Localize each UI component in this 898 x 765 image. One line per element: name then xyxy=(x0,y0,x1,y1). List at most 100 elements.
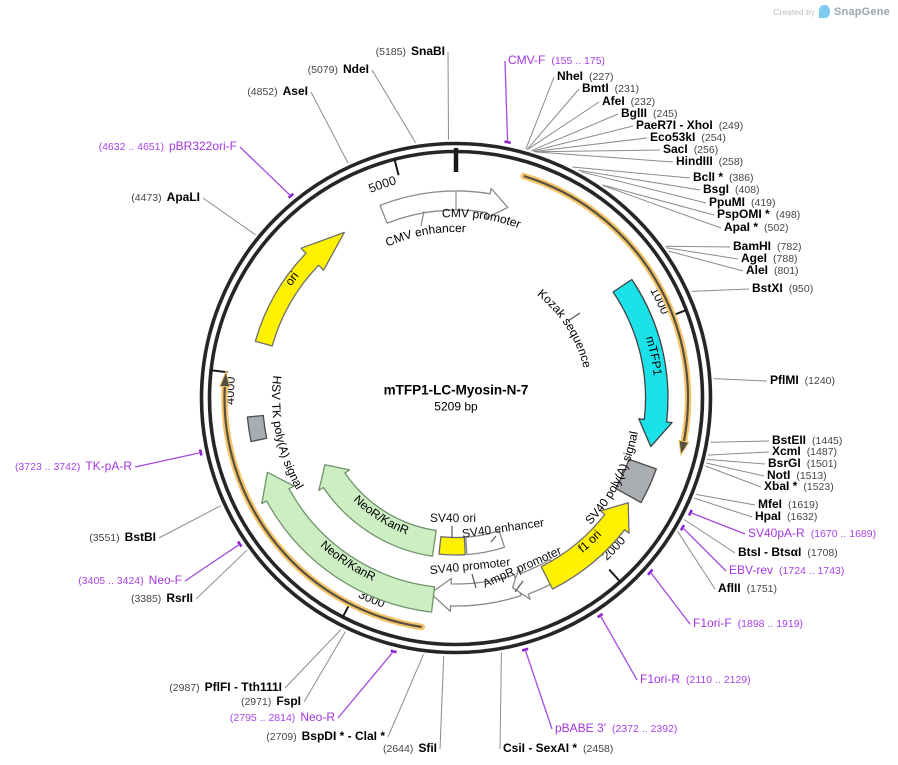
scale-tick-4000 xyxy=(210,369,228,374)
site-label-bsteii[interactable]: BstEII (1445) xyxy=(772,433,842,449)
feature-sv40-promoter[interactable] xyxy=(429,574,522,613)
site-label-cmv-f[interactable]: CMV-F (155 .. 175) xyxy=(508,53,605,69)
site-label-btsi-bts-i[interactable]: BtsI - BtsαI (1708) xyxy=(738,545,838,561)
site-label-neo-f[interactable]: (3405 .. 3424) Neo-F xyxy=(78,573,182,589)
site-position: (245) xyxy=(653,108,678,120)
leader-fspi xyxy=(303,631,346,703)
site-label-bcli[interactable]: BclI * (386) xyxy=(693,170,754,186)
site-label-sfii[interactable]: (2644) SfiI xyxy=(383,741,437,757)
site-name: BmtI xyxy=(582,81,609,95)
site-label-f1ori-f[interactable]: F1ori-F (1898 .. 1919) xyxy=(693,616,803,632)
site-label-bsgi[interactable]: BsgI (408) xyxy=(703,182,760,198)
primer-tick-f1ori-r xyxy=(596,612,604,619)
feature-cmv-enhancer-promoter[interactable] xyxy=(379,187,509,224)
site-label-pspomi[interactable]: PspOMI * (498) xyxy=(717,207,800,223)
site-label-saci[interactable]: SacI (256) xyxy=(663,142,718,158)
site-label-asei[interactable]: (4852) AseI xyxy=(247,84,308,100)
feature-sv40-polya-signal[interactable] xyxy=(615,458,657,504)
site-label-bamhi[interactable]: BamHI (782) xyxy=(733,239,802,255)
feature-neor-kanr-outer[interactable] xyxy=(261,471,436,613)
feature-mtfp1[interactable] xyxy=(612,278,673,448)
site-position: (4852) xyxy=(247,86,278,98)
site-label-alei[interactable]: AleI (801) xyxy=(746,263,799,279)
site-label-xbai[interactable]: XbaI * (1523) xyxy=(764,479,834,495)
site-label-apai[interactable]: ApaI * (502) xyxy=(724,220,789,236)
feature-label-sv40-ori[interactable]: SV40 ori xyxy=(429,511,477,525)
orf-top-line xyxy=(523,175,690,442)
site-name: HindIII xyxy=(676,154,713,168)
site-label-pbabe-3[interactable]: pBABE 3' (2372 .. 2392) xyxy=(555,721,677,737)
site-label-tk-pa-r[interactable]: (3723 .. 3742) TK-pA-R xyxy=(15,459,132,475)
pointer-line-3 xyxy=(471,573,477,589)
feature-label-cmv-enhancer-1[interactable]: CMV enhancer xyxy=(383,221,466,250)
site-name: FspI xyxy=(276,694,301,708)
site-name: Neo-F xyxy=(148,573,182,587)
site-position: (1751) xyxy=(746,583,778,595)
leader-xcmi xyxy=(708,451,770,456)
site-label-xcmi[interactable]: XcmI (1487) xyxy=(772,444,837,460)
site-position: (2709) xyxy=(266,731,297,743)
site-label-bglii[interactable]: BglII (245) xyxy=(621,106,678,122)
site-label-agei[interactable]: AgeI (788) xyxy=(741,251,798,267)
leader-pflfi-tth111i xyxy=(284,629,342,689)
site-label-ndei[interactable]: (5079) NdeI xyxy=(308,62,369,78)
feature-f1-ori[interactable] xyxy=(540,502,630,590)
feature-hsv-tk-polya-signal[interactable] xyxy=(246,414,268,443)
site-label-sv40pa-r[interactable]: SV40pA-R (1670 .. 1689) xyxy=(748,526,876,542)
site-name: BspDI * - ClaI * xyxy=(301,729,385,743)
site-label-apali[interactable]: (4473) ApaLI xyxy=(131,190,200,206)
feature-label-kozak-sequence-2[interactable]: Kozak sequence xyxy=(535,286,595,369)
leader-ppumi xyxy=(581,171,707,204)
site-name: ApaLI xyxy=(166,190,200,204)
site-label-afei[interactable]: AfeI (232) xyxy=(602,94,655,110)
feature-label-hsv-tk-poly-a-signal-8[interactable]: HSV TK poly(A) signal xyxy=(269,375,306,492)
site-position: (788) xyxy=(773,253,798,265)
site-label-pbr322ori-f[interactable]: (4632 .. 4651) pBR322ori-F xyxy=(99,139,237,155)
site-label-f1ori-r[interactable]: F1ori-R (2110 .. 2129) xyxy=(640,672,751,688)
site-position: (249) xyxy=(718,120,744,132)
site-position: (232) xyxy=(630,96,656,108)
site-label-eco53ki[interactable]: Eco53kI (254) xyxy=(650,130,726,146)
leader-btsi-bts-i xyxy=(683,519,736,554)
leader-paer7i-xhoi xyxy=(532,125,634,152)
site-name: RsrII xyxy=(166,591,193,605)
site-label-paer7i-xhoi[interactable]: PaeR7I - XhoI (249) xyxy=(636,118,743,134)
site-name: BclI * xyxy=(693,170,724,184)
site-label-noti[interactable]: NotI (1513) xyxy=(767,468,827,484)
site-label-bstxi[interactable]: BstXI (950) xyxy=(752,281,813,297)
feature-sv40-ori[interactable] xyxy=(438,536,466,556)
site-label-csii-sexai[interactable]: CsiI - SexAI * (2458) xyxy=(503,741,613,757)
site-label-rsrii[interactable]: (3385) RsrII xyxy=(131,591,193,607)
leader-csii-sexai xyxy=(499,652,502,750)
site-position: (3551) xyxy=(89,532,120,544)
leader-pbabe-3 xyxy=(524,649,553,730)
site-position: (2110 .. 2129) xyxy=(686,674,751,686)
site-position: (5185) xyxy=(375,46,406,58)
site-label-bspdi-clai[interactable]: (2709) BspDI * - ClaI * xyxy=(266,729,385,745)
site-label-neo-r[interactable]: (2795 .. 2814) Neo-R xyxy=(230,710,335,726)
feature-neor-kanr-inner[interactable] xyxy=(318,464,437,557)
site-position: (1619) xyxy=(788,499,819,511)
site-label-hpai[interactable]: HpaI (1632) xyxy=(755,509,817,525)
site-label-pflfi-tth111i[interactable]: (2987) PflFI - Tth111I xyxy=(169,680,282,696)
site-position: (3385) xyxy=(130,593,162,605)
site-label-fspi[interactable]: (2971) FspI xyxy=(241,694,301,710)
site-position: (2458) xyxy=(583,743,614,755)
site-label-bmti[interactable]: BmtI (231) xyxy=(582,81,639,97)
leader-ebv-rev xyxy=(682,527,727,572)
site-label-hindiii[interactable]: HindIII (258) xyxy=(676,154,743,170)
site-label-mfei[interactable]: MfeI (1619) xyxy=(758,497,818,513)
feature-ori[interactable] xyxy=(254,231,345,347)
site-name: pBABE 3' xyxy=(555,721,606,735)
site-label-bsrgi[interactable]: BsrGI (1501) xyxy=(768,456,837,472)
leader-rsrii xyxy=(195,549,248,600)
site-label-nhei[interactable]: NheI (227) xyxy=(557,69,614,85)
site-label-ebv-rev[interactable]: EBV-rev (1724 .. 1743) xyxy=(729,563,844,579)
site-label-ppumi[interactable]: PpuMI (419) xyxy=(709,195,776,211)
primer-tick-pbabe-3 xyxy=(521,647,529,652)
site-label-bstbi[interactable]: (3551) BstBI xyxy=(89,530,156,546)
site-label-pflmi[interactable]: PflMI (1240) xyxy=(770,373,835,389)
site-label-snabi[interactable]: (5185) SnaBI xyxy=(376,44,445,60)
site-label-aflii[interactable]: AflII (1751) xyxy=(718,581,777,597)
leader-agei xyxy=(666,247,739,260)
